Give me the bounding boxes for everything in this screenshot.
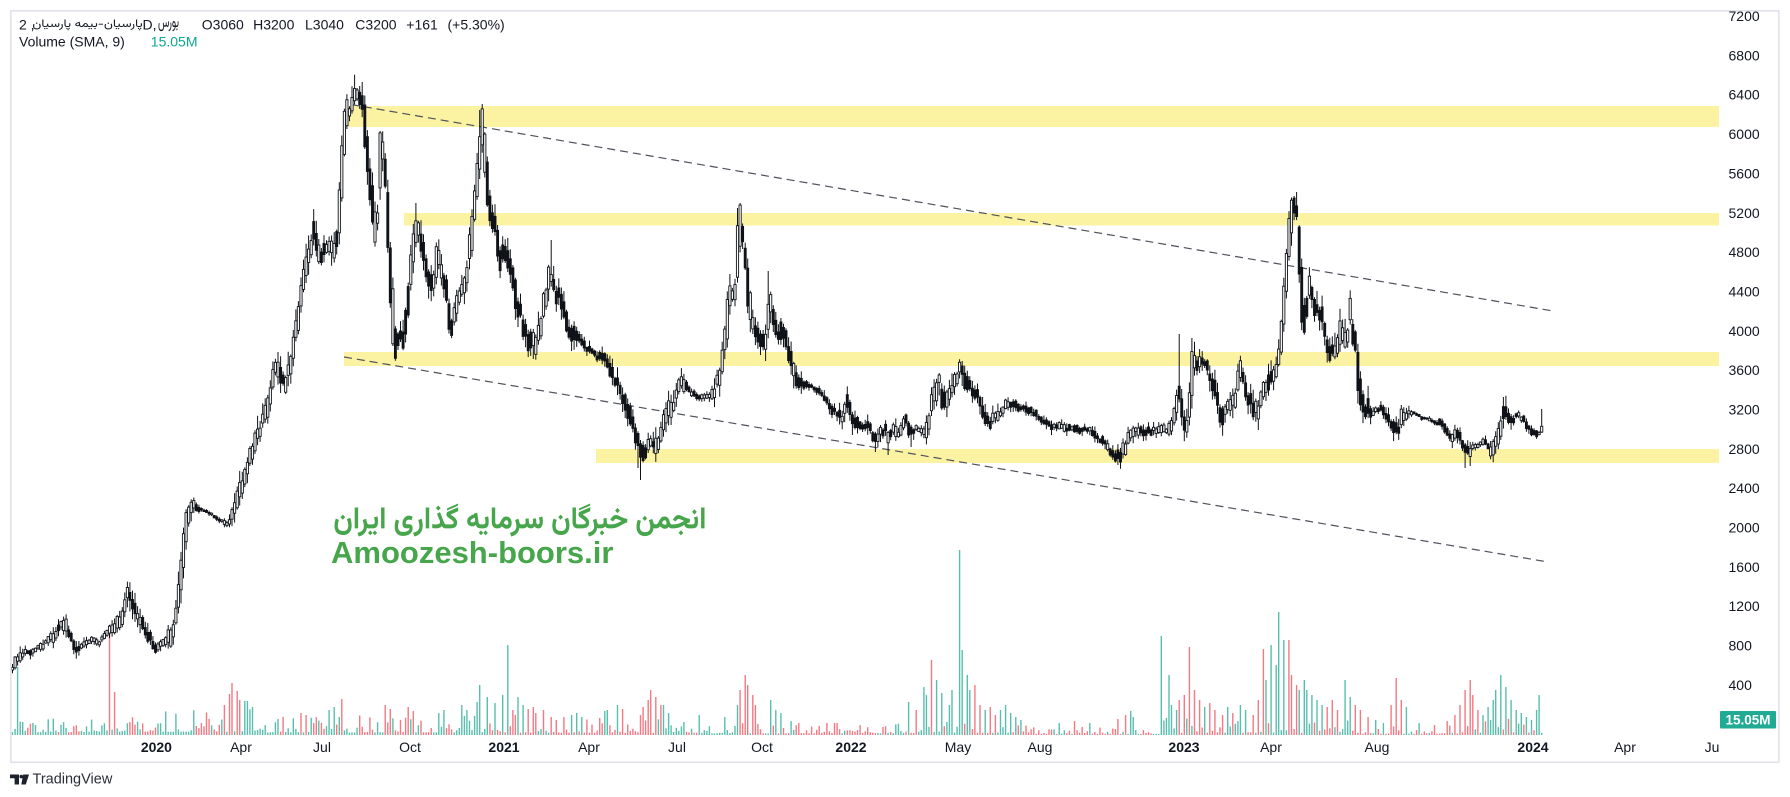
svg-text:1200: 1200 [1729, 598, 1760, 614]
svg-text:Oct: Oct [399, 739, 421, 755]
svg-text:Amoozesh-boors.ir: Amoozesh-boors.ir [331, 535, 613, 570]
svg-text:(+5.30%): (+5.30%) [448, 17, 505, 33]
svg-text:Jul: Jul [313, 739, 331, 755]
svg-text:2000: 2000 [1729, 520, 1760, 536]
svg-text:6400: 6400 [1729, 87, 1760, 103]
svg-text:6000: 6000 [1729, 126, 1760, 142]
svg-text:2024: 2024 [1517, 739, 1548, 755]
svg-text:4800: 4800 [1729, 244, 1760, 260]
svg-text:2022: 2022 [835, 739, 866, 755]
svg-text:2400: 2400 [1729, 480, 1760, 496]
svg-text:Oct: Oct [751, 739, 773, 755]
svg-text:TradingView: TradingView [33, 772, 113, 788]
svg-text:6800: 6800 [1729, 47, 1760, 63]
svg-text:Apr: Apr [1614, 739, 1636, 755]
svg-text:2 ,: 2 , [19, 17, 35, 33]
svg-text:2021: 2021 [488, 739, 519, 755]
svg-text:2800: 2800 [1729, 441, 1760, 457]
svg-text:Ju: Ju [1705, 739, 1720, 755]
svg-text:1600: 1600 [1729, 559, 1760, 575]
svg-text:5200: 5200 [1729, 205, 1760, 221]
svg-text:3600: 3600 [1729, 362, 1760, 378]
svg-text:Jul: Jul [668, 739, 686, 755]
svg-text:400: 400 [1729, 677, 1753, 693]
svg-text:Apr: Apr [578, 739, 600, 755]
svg-text:Aug: Aug [1365, 739, 1390, 755]
svg-text:5600: 5600 [1729, 165, 1760, 181]
svg-text:7200: 7200 [1729, 8, 1760, 24]
svg-text:Apr: Apr [230, 739, 252, 755]
svg-text:15.05M: 15.05M [151, 34, 198, 50]
svg-text:2023: 2023 [1168, 739, 1199, 755]
svg-text:Volume (SMA, 9): Volume (SMA, 9) [19, 34, 125, 50]
svg-text:2020: 2020 [141, 739, 172, 755]
svg-text:O3060: O3060 [202, 17, 244, 33]
svg-text:D,: D, [143, 17, 157, 33]
svg-text:3200: 3200 [1729, 402, 1760, 418]
svg-text:4000: 4000 [1729, 323, 1760, 339]
svg-text:15.05M: 15.05M [1725, 713, 1770, 728]
svg-text:H3200: H3200 [253, 17, 294, 33]
svg-text:+161: +161 [406, 17, 438, 33]
svg-text:May: May [945, 739, 971, 755]
svg-text:4400: 4400 [1729, 283, 1760, 299]
svg-text:800: 800 [1729, 638, 1753, 654]
svg-text:L3040: L3040 [305, 17, 344, 33]
svg-text:Aug: Aug [1028, 739, 1053, 755]
svg-text:C3200: C3200 [355, 17, 396, 33]
svg-text:Apr: Apr [1260, 739, 1282, 755]
